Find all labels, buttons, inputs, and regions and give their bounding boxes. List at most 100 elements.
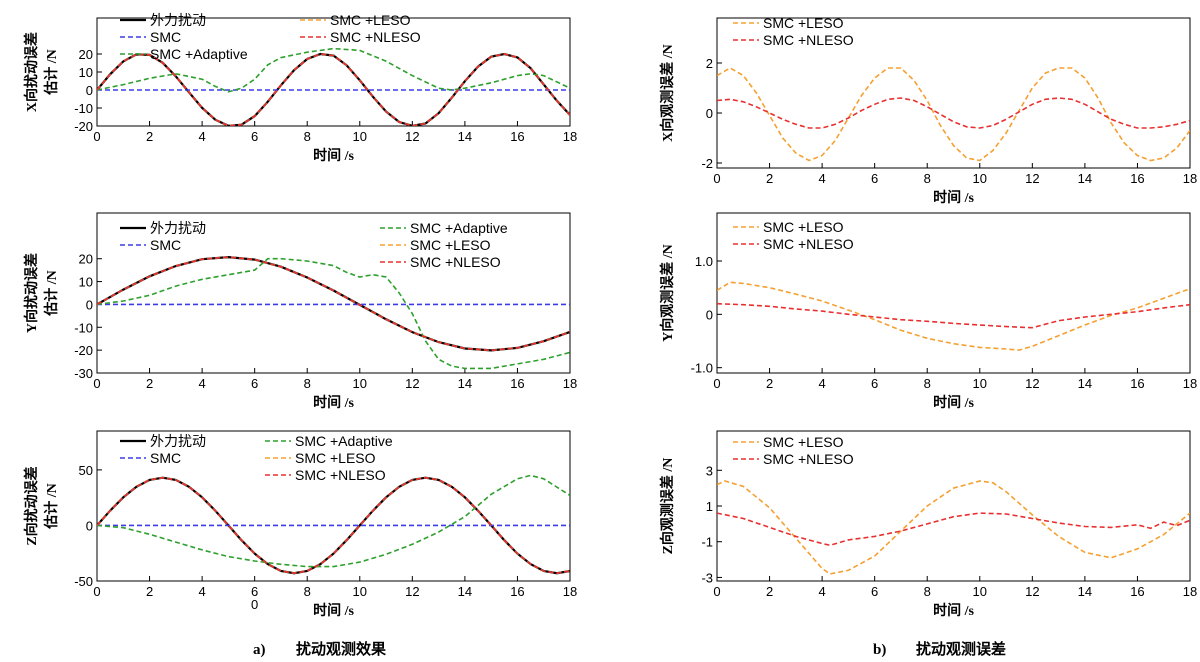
y-tick-label: 20 <box>79 47 93 62</box>
y-tick-label: -3 <box>701 570 713 585</box>
x-tick-label: 16 <box>510 584 524 599</box>
caption-a-label: a) <box>253 642 266 658</box>
legend-label: SMC +LESO <box>763 219 844 235</box>
y-axis-label: X向扰动误差 <box>23 32 40 112</box>
y-tick-label: 0 <box>706 307 713 322</box>
legend-label: SMC +Adaptive <box>150 46 248 62</box>
x-tick-label: 12 <box>1025 171 1039 186</box>
x-tick-label: 16 <box>510 129 524 144</box>
x-tick-label: 6 <box>871 171 878 186</box>
series-group <box>717 67 1190 162</box>
x-tick-label: 10 <box>353 376 367 391</box>
x-tick-label: 14 <box>458 129 472 144</box>
legend-label: SMC +LESO <box>763 434 844 450</box>
series-line-2 <box>97 474 570 568</box>
y-tick-label: -20 <box>74 343 93 358</box>
x-tick-label: 8 <box>924 171 931 186</box>
y-tick-label: -1 <box>701 535 713 550</box>
y-tick-label: -10 <box>74 101 93 116</box>
series-line-4 <box>97 53 570 126</box>
y-axis-label: 估计 /N <box>43 49 60 96</box>
y-tick-label: 0 <box>706 106 713 121</box>
x-axis-label: 时间 /s <box>933 394 974 411</box>
x-tick-label: 6 <box>251 584 258 599</box>
legend-label: SMC +NLESO <box>295 467 386 483</box>
y-tick-label: 0 <box>86 297 93 312</box>
x-tick-label: 10 <box>973 376 987 391</box>
x-tick-label: 12 <box>405 376 419 391</box>
x-tick-label: 12 <box>1025 376 1039 391</box>
x-tick-label: 4 <box>198 584 205 599</box>
x-tick-label: 6 <box>871 376 878 391</box>
legend-label: SMC +Adaptive <box>295 433 393 449</box>
series-line-2 <box>97 47 570 93</box>
legend-label: 外力扰动 <box>150 433 206 449</box>
legend-label: SMC +NLESO <box>330 29 421 45</box>
legend-label: SMC +LESO <box>295 450 376 466</box>
x-tick-label: 14 <box>1078 376 1092 391</box>
x-tick-label: 0 <box>713 584 720 599</box>
y-axis-label: Y向扰动误差 <box>23 253 40 333</box>
x-tick-label: 18 <box>563 584 577 599</box>
legend-label: SMC <box>150 29 181 45</box>
x-tick-label: 4 <box>818 171 825 186</box>
x-tick-label: 12 <box>405 584 419 599</box>
y-axis-label: Z向观测误差 /N <box>659 458 676 555</box>
legend-label: SMC +NLESO <box>763 236 854 252</box>
x-tick-label: 6 <box>251 129 258 144</box>
x-tick-label: 14 <box>1078 584 1092 599</box>
x-tick-label: 18 <box>1183 584 1197 599</box>
plot-frame <box>96 430 571 582</box>
x-tick-label: 2 <box>766 171 773 186</box>
legend-label: SMC +LESO <box>330 12 411 28</box>
series-line-1 <box>717 97 1190 129</box>
plot-frame <box>716 212 1191 374</box>
series-line-4 <box>97 476 570 575</box>
series-line-1 <box>717 302 1190 329</box>
caption-b-label: b) <box>873 642 886 658</box>
legend-label: SMC +NLESO <box>410 254 501 270</box>
x-tick-label: 10 <box>973 584 987 599</box>
x-axis-label: 时间 /s <box>313 394 354 411</box>
x-tick-label: 0 <box>93 584 100 599</box>
x-tick-label: 4 <box>818 376 825 391</box>
x-axis-label: 时间 /s <box>313 602 354 619</box>
x-tick-label: 2 <box>146 376 153 391</box>
plot-frame <box>716 17 1191 169</box>
y-tick-label: -10 <box>74 320 93 335</box>
x-tick-label: 14 <box>458 376 472 391</box>
legend-label: SMC +LESO <box>763 15 844 31</box>
series-group <box>717 480 1190 575</box>
x-tick-label: 0 <box>713 171 720 186</box>
x-axis-label: 时间 /s <box>933 602 974 619</box>
chart-a-y: 0 2 4 6 8 10 12 14 16 18 20 10 0 -10 -20 -30 时间 /s Y向扰动误差… <box>23 212 577 411</box>
series-line-1 <box>717 512 1190 547</box>
y-tick-label: -2 <box>701 156 713 171</box>
series-line-0 <box>717 281 1190 351</box>
y-axis-label: X向观测误差 /N <box>659 44 676 142</box>
series-group <box>97 47 570 126</box>
legend-label: 外力扰动 <box>150 12 206 28</box>
chart-b-z: 0 2 4 6 8 10 12 14 16 18 3 1 -1 -3 时间 /s Z向观测误差 /N SMC +… <box>659 430 1197 619</box>
legend-label: SMC <box>150 450 181 466</box>
x-tick-label: 6 <box>871 584 878 599</box>
x-tick-label: 18 <box>563 129 577 144</box>
y-tick-label: 0 <box>86 83 93 98</box>
series-line-2 <box>97 257 570 370</box>
x-axis-label: 时间 /s <box>933 189 974 206</box>
x-tick-label: 8 <box>924 584 931 599</box>
series-line-0 <box>717 67 1190 162</box>
x-tick-label: 0 <box>93 376 100 391</box>
y-tick-label: 3 <box>706 463 713 478</box>
x-tick-label: 16 <box>1130 584 1144 599</box>
y-tick-label: 1.0 <box>695 254 713 269</box>
x-tick-label: 2 <box>766 584 773 599</box>
y-tick-label: -50 <box>74 574 93 589</box>
stray-mark: 0 <box>251 597 258 612</box>
x-tick-label: 18 <box>1183 171 1197 186</box>
